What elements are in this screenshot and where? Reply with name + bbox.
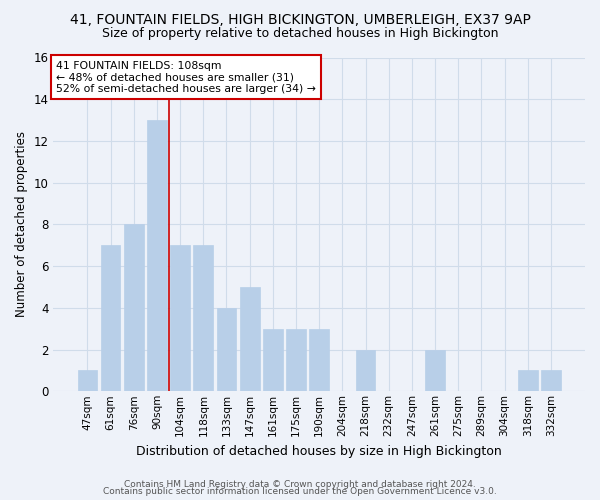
Bar xyxy=(240,287,260,392)
Text: Size of property relative to detached houses in High Bickington: Size of property relative to detached ho… xyxy=(102,28,498,40)
Bar xyxy=(310,328,329,392)
X-axis label: Distribution of detached houses by size in High Bickington: Distribution of detached houses by size … xyxy=(136,444,502,458)
Text: Contains public sector information licensed under the Open Government Licence v3: Contains public sector information licen… xyxy=(103,487,497,496)
Bar xyxy=(217,308,236,392)
Bar xyxy=(147,120,167,392)
Y-axis label: Number of detached properties: Number of detached properties xyxy=(15,132,28,318)
Text: 41, FOUNTAIN FIELDS, HIGH BICKINGTON, UMBERLEIGH, EX37 9AP: 41, FOUNTAIN FIELDS, HIGH BICKINGTON, UM… xyxy=(70,12,530,26)
Bar xyxy=(77,370,97,392)
Bar xyxy=(170,245,190,392)
Bar xyxy=(356,350,376,392)
Text: 41 FOUNTAIN FIELDS: 108sqm
← 48% of detached houses are smaller (31)
52% of semi: 41 FOUNTAIN FIELDS: 108sqm ← 48% of deta… xyxy=(56,61,316,94)
Bar xyxy=(124,224,143,392)
Bar xyxy=(286,328,306,392)
Bar xyxy=(263,328,283,392)
Bar xyxy=(541,370,561,392)
Bar xyxy=(101,245,121,392)
Bar xyxy=(193,245,213,392)
Bar xyxy=(518,370,538,392)
Text: Contains HM Land Registry data © Crown copyright and database right 2024.: Contains HM Land Registry data © Crown c… xyxy=(124,480,476,489)
Bar xyxy=(425,350,445,392)
